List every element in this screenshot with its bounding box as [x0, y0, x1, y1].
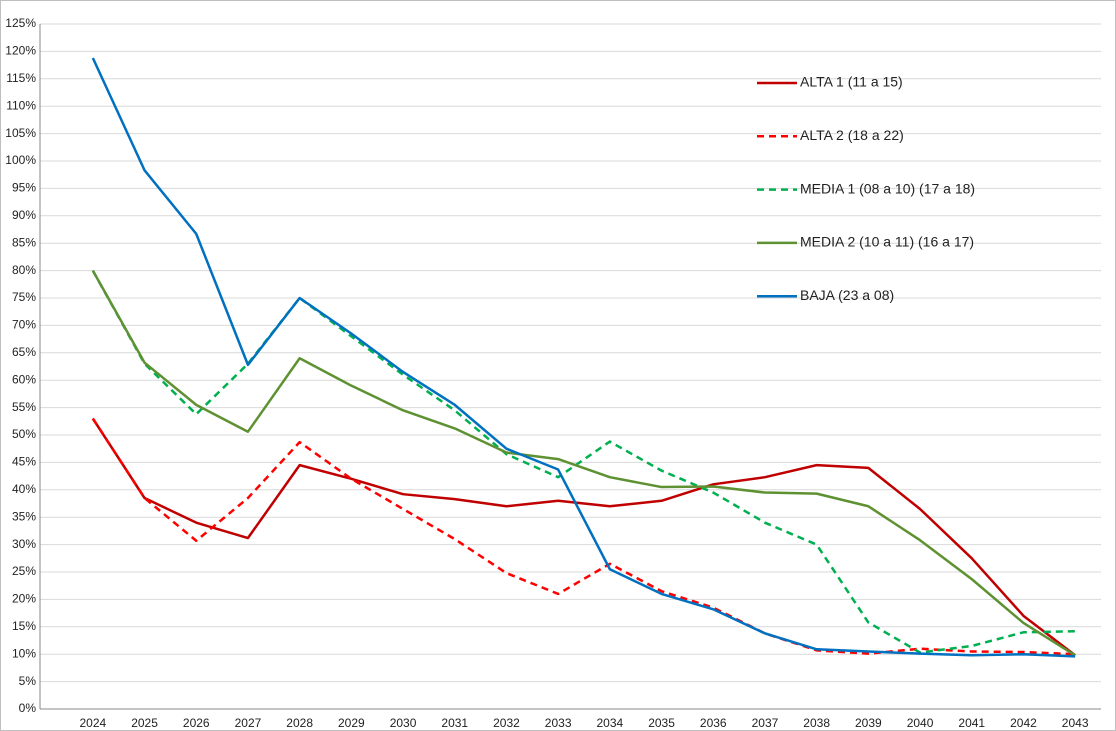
x-tick-label: 2025 [131, 716, 158, 730]
series-line [91, 417, 1076, 657]
x-tick-label: 2028 [286, 716, 313, 730]
y-tick-label: 95% [12, 181, 36, 195]
y-tick-label: 50% [12, 427, 36, 441]
y-tick-label: 100% [5, 153, 36, 167]
y-tick-label: 15% [12, 619, 36, 633]
y-tick-label: 40% [12, 482, 36, 496]
x-tick-label: 2037 [752, 716, 779, 730]
x-tick-label: 2032 [493, 716, 520, 730]
y-tick-label: 60% [12, 372, 36, 386]
x-tick-label: 2042 [1010, 716, 1037, 730]
y-tick-label: 120% [5, 44, 36, 58]
y-tick-label: 85% [12, 235, 36, 249]
y-tick-label: 0% [19, 701, 37, 715]
legend-label: ALTA 2 (18 a 22) [800, 127, 904, 143]
x-tick-label: 2040 [907, 716, 934, 730]
x-tick-label: 2043 [1062, 716, 1089, 730]
series-line [91, 417, 1076, 656]
y-tick-label: 90% [12, 208, 36, 222]
x-tick-label: 2031 [441, 716, 468, 730]
y-tick-label: 105% [5, 126, 36, 140]
x-tick-label: 2036 [700, 716, 727, 730]
y-tick-label: 35% [12, 509, 36, 523]
x-tick-label: 2024 [79, 716, 106, 730]
x-tick-label: 2041 [958, 716, 985, 730]
x-tick-label: 2034 [596, 716, 623, 730]
y-tick-label: 30% [12, 537, 36, 551]
x-tick-label: 2027 [235, 716, 262, 730]
series-line [91, 269, 1076, 657]
series-line [91, 269, 1076, 654]
y-tick-label: 115% [6, 71, 36, 85]
y-tick-label: 20% [12, 592, 36, 606]
legend-label: BAJA (23 a 08) [800, 287, 894, 303]
legend-label: MEDIA 2 (10 a 11) (16 a 17) [800, 234, 974, 250]
y-tick-label: 55% [12, 400, 36, 414]
x-tick-label: 2026 [183, 716, 210, 730]
y-tick-label: 125% [5, 16, 36, 30]
legend-label: MEDIA 1 (08 a 10) (17 a 18) [800, 180, 975, 196]
x-tick-label: 2038 [803, 716, 830, 730]
x-tick-label: 2030 [390, 716, 417, 730]
y-tick-label: 70% [12, 318, 36, 332]
x-tick-label: 2029 [338, 716, 365, 730]
y-tick-label: 10% [12, 646, 36, 660]
series-line [91, 57, 1076, 658]
y-tick-label: 65% [12, 345, 36, 359]
y-tick-label: 110% [6, 98, 36, 112]
y-tick-label: 5% [19, 674, 37, 688]
y-tick-label: 80% [12, 263, 36, 277]
x-tick-label: 2035 [648, 716, 675, 730]
y-tick-label: 75% [12, 290, 36, 304]
legend-label: ALTA 1 (11 a 15) [800, 74, 903, 90]
y-tick-label: 25% [12, 564, 36, 578]
y-tick-label: 45% [12, 455, 36, 469]
x-tick-label: 2039 [855, 716, 882, 730]
x-tick-label: 2033 [545, 716, 572, 730]
